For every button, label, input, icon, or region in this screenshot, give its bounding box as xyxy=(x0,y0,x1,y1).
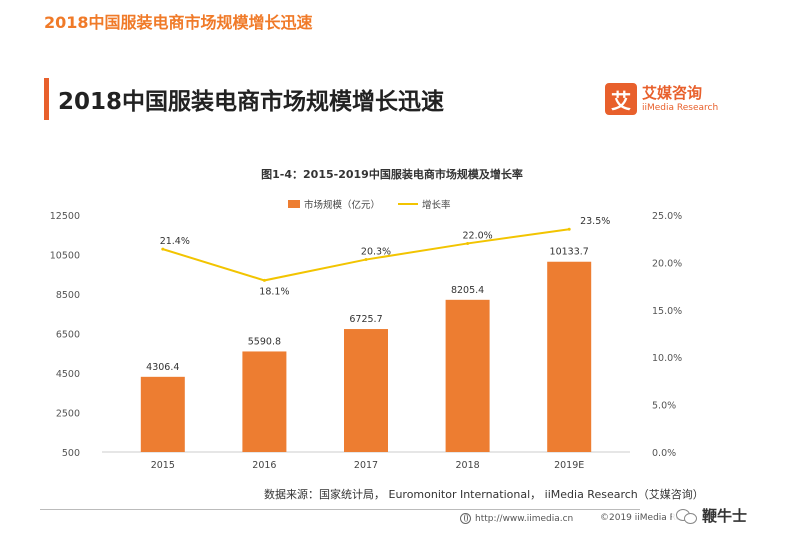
y-left-tick-label: 10500 xyxy=(50,251,80,262)
chart-title: 图1-4：2015-2019中国服装电商市场规模及增长率 xyxy=(261,167,523,181)
footer-url: http://www.iimedia.cn xyxy=(460,513,573,524)
growth-point-2017 xyxy=(364,258,368,262)
growth-value-label: 22.0% xyxy=(463,230,493,241)
x-tick-label: 2018 xyxy=(456,460,480,471)
footer-url-text: http://www.iimedia.cn xyxy=(475,513,574,524)
title-accent-bar xyxy=(44,78,49,120)
y-left-tick-label: 2500 xyxy=(56,409,80,420)
logo-mark-icon: 艾 xyxy=(605,83,637,115)
x-tick-label: 2017 xyxy=(354,460,378,471)
globe-icon xyxy=(460,513,471,524)
y-right-tick-label: 20.0% xyxy=(652,258,682,269)
bar-value-label: 10133.7 xyxy=(550,247,589,258)
watermark-text: 鞭牛士 xyxy=(702,507,748,525)
bar-2019E xyxy=(547,261,592,452)
bar-2016 xyxy=(242,351,287,452)
y-left-tick-label: 8500 xyxy=(56,290,80,301)
y-left-tick-label: 6500 xyxy=(56,330,80,341)
x-tick-label: 2019E xyxy=(554,460,584,471)
source-note: 数据来源：国家统计局， Euromonitor International， i… xyxy=(264,488,704,501)
legend-bar-label: 市场规模（亿元） xyxy=(304,199,380,211)
logo-en-text: iiMedia Research xyxy=(642,102,719,113)
x-tick-label: 2016 xyxy=(252,460,276,471)
y-left-tick-label: 4500 xyxy=(56,369,80,380)
bar-value-label: 6725.7 xyxy=(349,314,382,325)
wechat-icon xyxy=(676,507,698,525)
growth-value-label: 21.4% xyxy=(160,236,190,247)
wechat-watermark: 鞭牛士 xyxy=(672,503,752,528)
growth-value-label: 23.5% xyxy=(580,216,610,227)
y-right-tick-label: 10.0% xyxy=(652,353,682,364)
article-title: 2018中国服装电商市场规模增长迅速 xyxy=(44,13,313,32)
iimedia-logo: 艾 艾媒咨询 iiMedia Research xyxy=(605,82,718,116)
growth-point-2015 xyxy=(161,247,165,251)
growth-value-label: 18.1% xyxy=(259,286,289,297)
growth-point-2016 xyxy=(262,278,266,282)
bar-value-label: 8205.4 xyxy=(451,285,484,296)
legend-line-label: 增长率 xyxy=(422,199,451,211)
bar-2017 xyxy=(344,329,388,452)
y-right-tick-label: 25.0% xyxy=(652,211,682,222)
x-tick-label: 2015 xyxy=(151,460,175,471)
bar-2015 xyxy=(140,376,185,452)
growth-point-2019E xyxy=(567,227,571,231)
footer-divider xyxy=(40,509,640,510)
slide-title: 2018中国服装电商市场规模增长迅速 xyxy=(58,89,445,115)
legend-bar-swatch xyxy=(288,200,300,208)
y-right-tick-label: 0.0% xyxy=(652,448,676,459)
bar-value-label: 4306.4 xyxy=(146,362,179,373)
y-right-tick-label: 15.0% xyxy=(652,306,682,317)
bar-value-label: 5590.8 xyxy=(248,336,281,347)
y-left-tick-label: 500 xyxy=(62,448,80,459)
growth-point-2018 xyxy=(466,241,470,245)
y-right-tick-label: 5.0% xyxy=(652,401,676,412)
growth-value-label: 20.3% xyxy=(361,247,391,258)
bar-2018 xyxy=(445,299,490,452)
footer-copyright: ©2019 iiMedia Res xyxy=(600,513,686,523)
y-left-tick-label: 12500 xyxy=(50,211,80,222)
logo-cn-text: 艾媒咨询 xyxy=(642,83,703,102)
